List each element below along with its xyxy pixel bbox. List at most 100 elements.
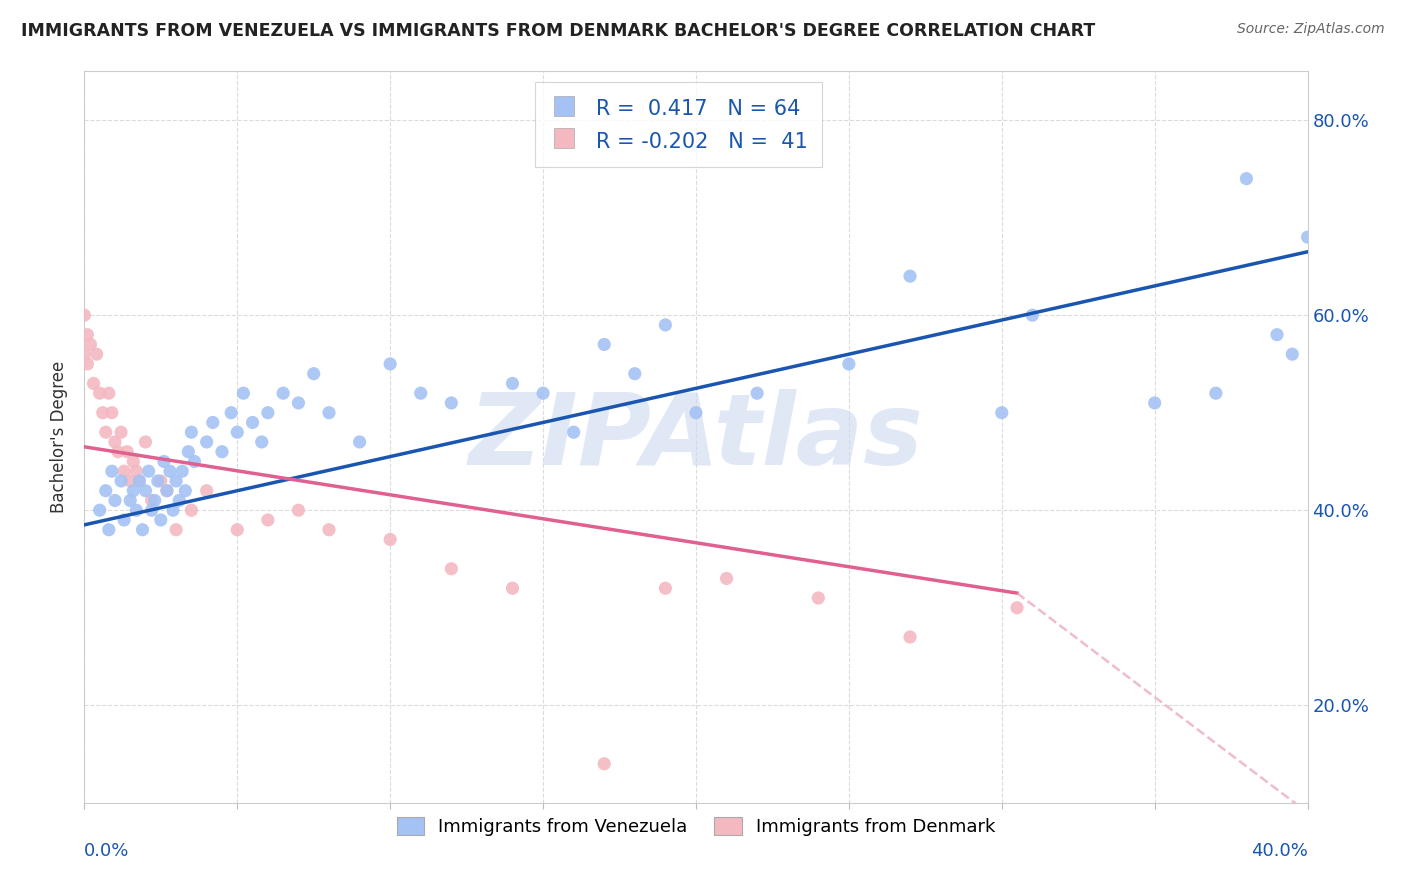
Point (83, 376, 105, 391)
Point (195, 483, 218, 498)
Point (73, 347, 96, 361)
Text: Source: ZipAtlas.com: Source: ZipAtlas.com (1237, 22, 1385, 37)
Point (1005, 600, 1028, 615)
Point (135, 483, 157, 498)
Y-axis label: Bachelor's Degree: Bachelor's Degree (51, 361, 69, 513)
Point (349, 434, 371, 449)
Point (624, 367, 647, 381)
Point (94, 425, 117, 440)
Point (162, 503, 184, 517)
Point (271, 386, 294, 401)
Point (531, 386, 554, 401)
Point (73, 308, 96, 322)
Point (79, 337, 101, 351)
Legend: Immigrants from Venezuela, Immigrants from Denmark: Immigrants from Venezuela, Immigrants fr… (388, 807, 1004, 845)
Point (141, 493, 163, 508)
Point (94, 483, 117, 498)
Point (250, 434, 273, 449)
Point (716, 572, 738, 586)
Point (593, 337, 616, 351)
Point (125, 503, 148, 517)
Text: IMMIGRANTS FROM VENEZUELA VS IMMIGRANTS FROM DENMARK BACHELOR'S DEGREE CORRELATI: IMMIGRANTS FROM VENEZUELA VS IMMIGRANTS … (21, 22, 1095, 40)
Point (91, 406, 114, 420)
Point (112, 513, 135, 527)
Point (201, 416, 224, 430)
Point (219, 406, 242, 420)
Point (183, 454, 205, 468)
Point (177, 444, 200, 458)
Point (135, 434, 157, 449)
Point (104, 434, 127, 449)
Point (1236, 171, 1258, 186)
Point (76, 357, 98, 371)
Point (257, 406, 280, 420)
Point (318, 406, 340, 420)
Point (156, 483, 179, 498)
Point (898, 630, 921, 644)
Point (174, 483, 197, 498)
Point (165, 523, 187, 537)
Point (125, 464, 148, 478)
Point (654, 318, 676, 332)
Point (593, 756, 616, 771)
Point (242, 416, 264, 430)
Point (101, 406, 124, 420)
Text: 0.0%: 0.0% (84, 842, 129, 860)
Point (122, 483, 145, 498)
Point (502, 376, 524, 391)
Point (149, 474, 172, 488)
Point (1143, 396, 1166, 410)
Point (257, 513, 280, 527)
Point (1296, 230, 1319, 244)
Point (302, 367, 325, 381)
Point (120, 474, 142, 488)
Point (502, 581, 524, 595)
Point (131, 523, 153, 537)
Text: ZIPAtlas: ZIPAtlas (468, 389, 924, 485)
Point (1265, 327, 1288, 342)
Point (287, 396, 309, 410)
Point (172, 464, 194, 478)
Point (159, 464, 181, 478)
Point (180, 425, 202, 440)
Point (110, 425, 132, 440)
Point (128, 474, 150, 488)
Point (380, 357, 402, 371)
Point (1021, 308, 1043, 322)
Point (232, 386, 254, 401)
Point (97, 523, 120, 537)
Point (120, 493, 142, 508)
Point (141, 503, 163, 517)
Point (318, 523, 340, 537)
Point (562, 425, 585, 440)
Point (440, 562, 463, 576)
Point (165, 474, 187, 488)
Point (122, 454, 145, 468)
Text: 40.0%: 40.0% (1251, 842, 1308, 860)
Point (440, 396, 463, 410)
Point (104, 493, 127, 508)
Point (898, 269, 921, 284)
Point (807, 591, 830, 605)
Point (153, 454, 176, 468)
Point (991, 406, 1014, 420)
Point (110, 474, 132, 488)
Point (838, 357, 860, 371)
Point (226, 425, 249, 440)
Point (107, 444, 129, 458)
Point (287, 503, 309, 517)
Point (380, 533, 402, 547)
Point (654, 581, 676, 595)
Point (89, 386, 111, 401)
Point (1205, 386, 1227, 401)
Point (167, 493, 190, 508)
Point (143, 493, 166, 508)
Point (101, 464, 124, 478)
Point (685, 406, 707, 420)
Point (76, 327, 98, 342)
Point (409, 386, 432, 401)
Point (115, 444, 138, 458)
Point (128, 474, 150, 488)
Point (1281, 347, 1303, 361)
Point (112, 464, 135, 478)
